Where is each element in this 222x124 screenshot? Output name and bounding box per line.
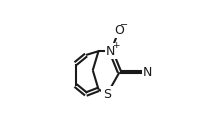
Text: +: +	[112, 41, 119, 50]
Text: N: N	[143, 66, 153, 79]
Text: −: −	[119, 20, 128, 30]
Text: S: S	[103, 88, 111, 101]
Text: N: N	[106, 45, 116, 58]
Text: O: O	[114, 24, 124, 37]
